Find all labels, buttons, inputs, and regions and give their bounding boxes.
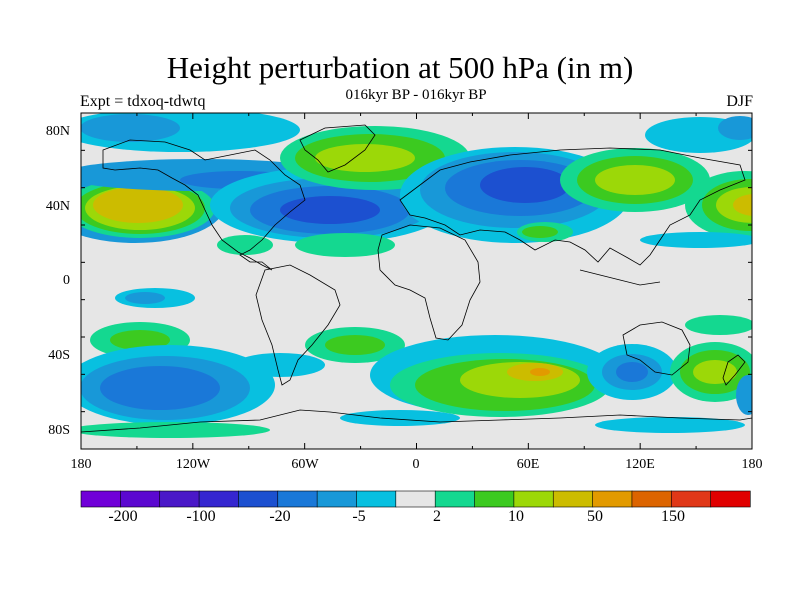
contour-region [595, 417, 745, 433]
contour-region [315, 144, 415, 172]
plot-subtitle: 016kyr BP - 016kyr BP [345, 87, 487, 103]
colorbar-label: 150 [661, 508, 685, 525]
contour-fill-layer [81, 113, 752, 438]
contour-region [640, 232, 752, 248]
axis-ticks [80, 112, 753, 450]
colorbar-label: -100 [186, 508, 216, 525]
contour-region [325, 335, 385, 355]
contour-region [100, 366, 220, 410]
season-label: DJF [726, 93, 753, 110]
coast-north-america [102, 139, 306, 271]
colorbar-label: 2 [433, 508, 441, 525]
contour-region [616, 362, 648, 382]
lon-tick-label: 60W [291, 457, 319, 472]
colorbar-label: 10 [508, 508, 524, 525]
lon-tick-label: 120W [175, 457, 211, 472]
experiment-label: Expt = tdxoq-tdwtq [80, 93, 206, 110]
coast-europe-asia [399, 147, 746, 266]
plot-title: Height perturbation at 500 hPa (in m) [166, 50, 634, 85]
lon-tick-label: 180 [741, 457, 763, 472]
contour-region [693, 360, 737, 384]
contour-region [235, 353, 325, 377]
coast-australia [622, 321, 691, 376]
contour-region [718, 116, 752, 140]
contour-region [125, 292, 165, 304]
lon-tick-label: 60E [516, 457, 540, 472]
colorbar-label: -5 [352, 508, 366, 525]
coast-africa [377, 224, 481, 341]
coast-greenland [299, 124, 376, 173]
contour-region [81, 114, 180, 142]
contour-region [280, 196, 380, 224]
contour-region [530, 368, 550, 376]
lon-tick-label: 180 [70, 457, 92, 472]
lat-tick-label: 80S [48, 423, 70, 438]
coast-south-america [255, 264, 341, 386]
contour-region [340, 410, 460, 426]
contour-region [736, 375, 752, 415]
colorbar-label: -20 [269, 508, 291, 525]
contour-region [93, 187, 183, 223]
colorbar-label: -200 [108, 508, 138, 525]
coastline-layer [81, 124, 752, 433]
coast-indonesia [579, 269, 661, 286]
lon-tick-label: 0 [412, 457, 420, 472]
lat-tick-label: 0 [63, 273, 70, 288]
lat-tick-label: 80N [45, 124, 70, 139]
contour-region [217, 235, 273, 255]
contour-region [110, 330, 170, 350]
contour-region [733, 194, 752, 216]
contour-region [81, 422, 270, 438]
contour-region [685, 315, 752, 335]
coast-new-zealand [722, 354, 746, 386]
contour-region [595, 165, 675, 195]
contour-region [522, 226, 558, 238]
coast-antarctica [81, 409, 752, 433]
contour-region [480, 167, 570, 203]
lon-tick-label: 120E [625, 457, 655, 472]
lat-tick-label: 40S [48, 348, 70, 363]
contour-region [295, 233, 395, 257]
colorbar-label: 50 [587, 508, 603, 525]
lat-tick-label: 40N [45, 199, 70, 214]
